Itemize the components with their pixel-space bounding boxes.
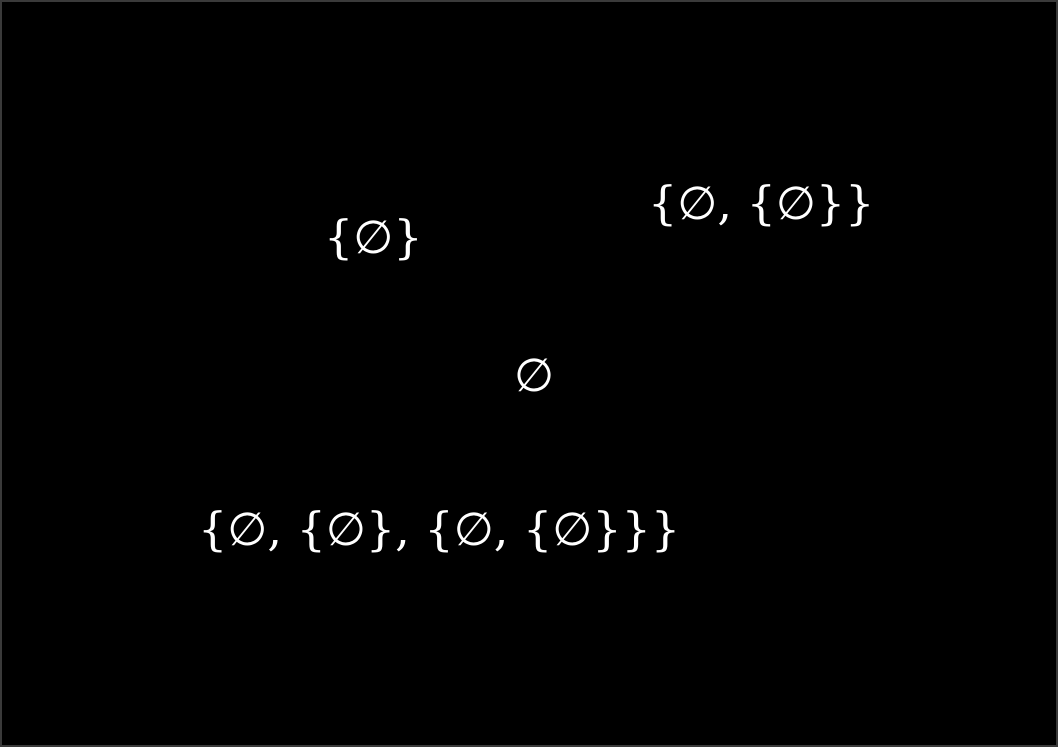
set-of-two-elements-label: {∅, {∅}} bbox=[648, 176, 875, 230]
empty-set-label: ∅ bbox=[514, 348, 555, 402]
set-of-three-elements-label: {∅, {∅}, {∅, {∅}}} bbox=[198, 502, 681, 556]
set-of-empty-set-label: {∅} bbox=[324, 210, 423, 264]
